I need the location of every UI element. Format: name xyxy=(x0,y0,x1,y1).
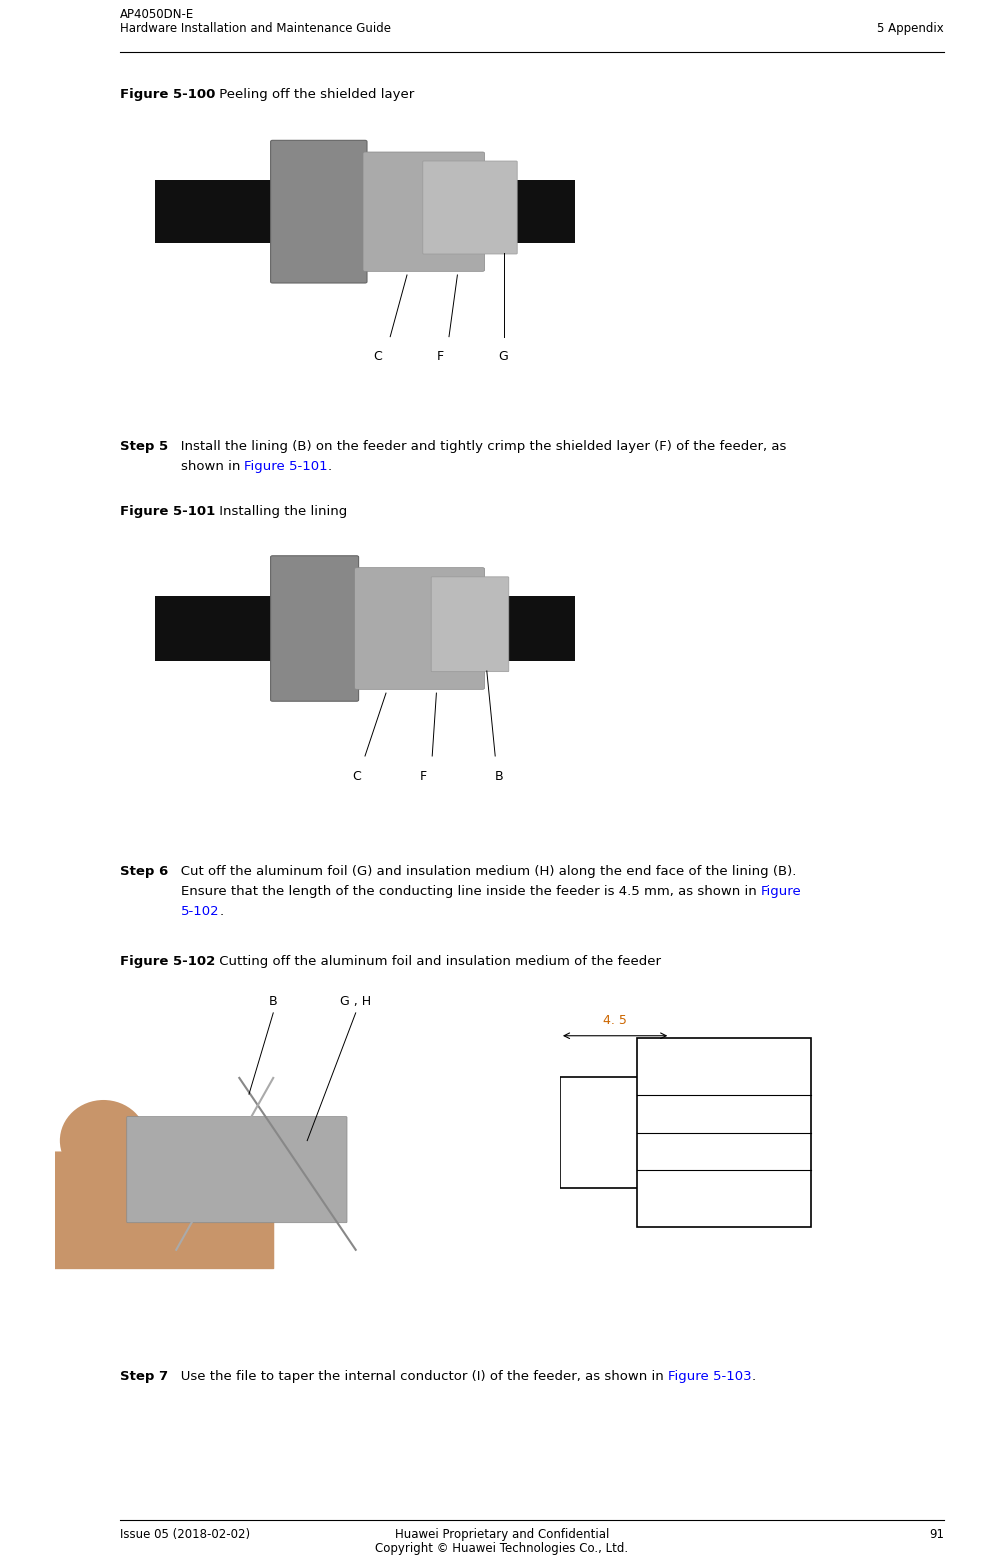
Text: Step 6: Step 6 xyxy=(120,864,169,879)
Text: Install the lining (B) on the feeder and tightly crimp the shielded layer (F) of: Install the lining (B) on the feeder and… xyxy=(168,440,785,453)
Text: Figure 5-102: Figure 5-102 xyxy=(120,955,215,968)
Text: Use the file to taper the internal conductor (I) of the feeder, as shown in: Use the file to taper the internal condu… xyxy=(168,1370,667,1383)
Text: Copyright © Huawei Technologies Co., Ltd.: Copyright © Huawei Technologies Co., Ltd… xyxy=(375,1543,628,1555)
Text: Step 5: Step 5 xyxy=(120,440,168,453)
Text: Step 7: Step 7 xyxy=(120,1370,168,1383)
Text: Hardware Installation and Maintenance Guide: Hardware Installation and Maintenance Gu… xyxy=(120,22,390,34)
Text: Figure 5-100: Figure 5-100 xyxy=(120,88,216,100)
Text: 5 Appendix: 5 Appendix xyxy=(877,22,943,34)
Text: .: . xyxy=(220,905,224,918)
Text: 91: 91 xyxy=(928,1528,943,1541)
Text: Figure: Figure xyxy=(760,885,801,897)
Text: Cut off the aluminum foil (G) and insulation medium (H) along the end face of th: Cut off the aluminum foil (G) and insula… xyxy=(169,864,795,879)
Text: .: . xyxy=(328,460,332,473)
Text: Issue 05 (2018-02-02): Issue 05 (2018-02-02) xyxy=(120,1528,250,1541)
Text: .: . xyxy=(751,1370,755,1383)
Text: Cutting off the aluminum foil and insulation medium of the feeder: Cutting off the aluminum foil and insula… xyxy=(215,955,661,968)
Text: AP4050DN-E: AP4050DN-E xyxy=(120,8,194,20)
Text: 5-102: 5-102 xyxy=(181,905,220,918)
Text: Peeling off the shielded layer: Peeling off the shielded layer xyxy=(216,88,414,100)
Text: Installing the lining: Installing the lining xyxy=(215,504,347,518)
Text: Figure 5-101: Figure 5-101 xyxy=(120,504,215,518)
Text: shown in: shown in xyxy=(181,460,245,473)
Text: Huawei Proprietary and Confidential: Huawei Proprietary and Confidential xyxy=(394,1528,609,1541)
Text: Figure 5-101: Figure 5-101 xyxy=(245,460,328,473)
Text: Ensure that the length of the conducting line inside the feeder is 4.5 mm, as sh: Ensure that the length of the conducting… xyxy=(181,885,760,897)
Text: Figure 5-103: Figure 5-103 xyxy=(667,1370,751,1383)
